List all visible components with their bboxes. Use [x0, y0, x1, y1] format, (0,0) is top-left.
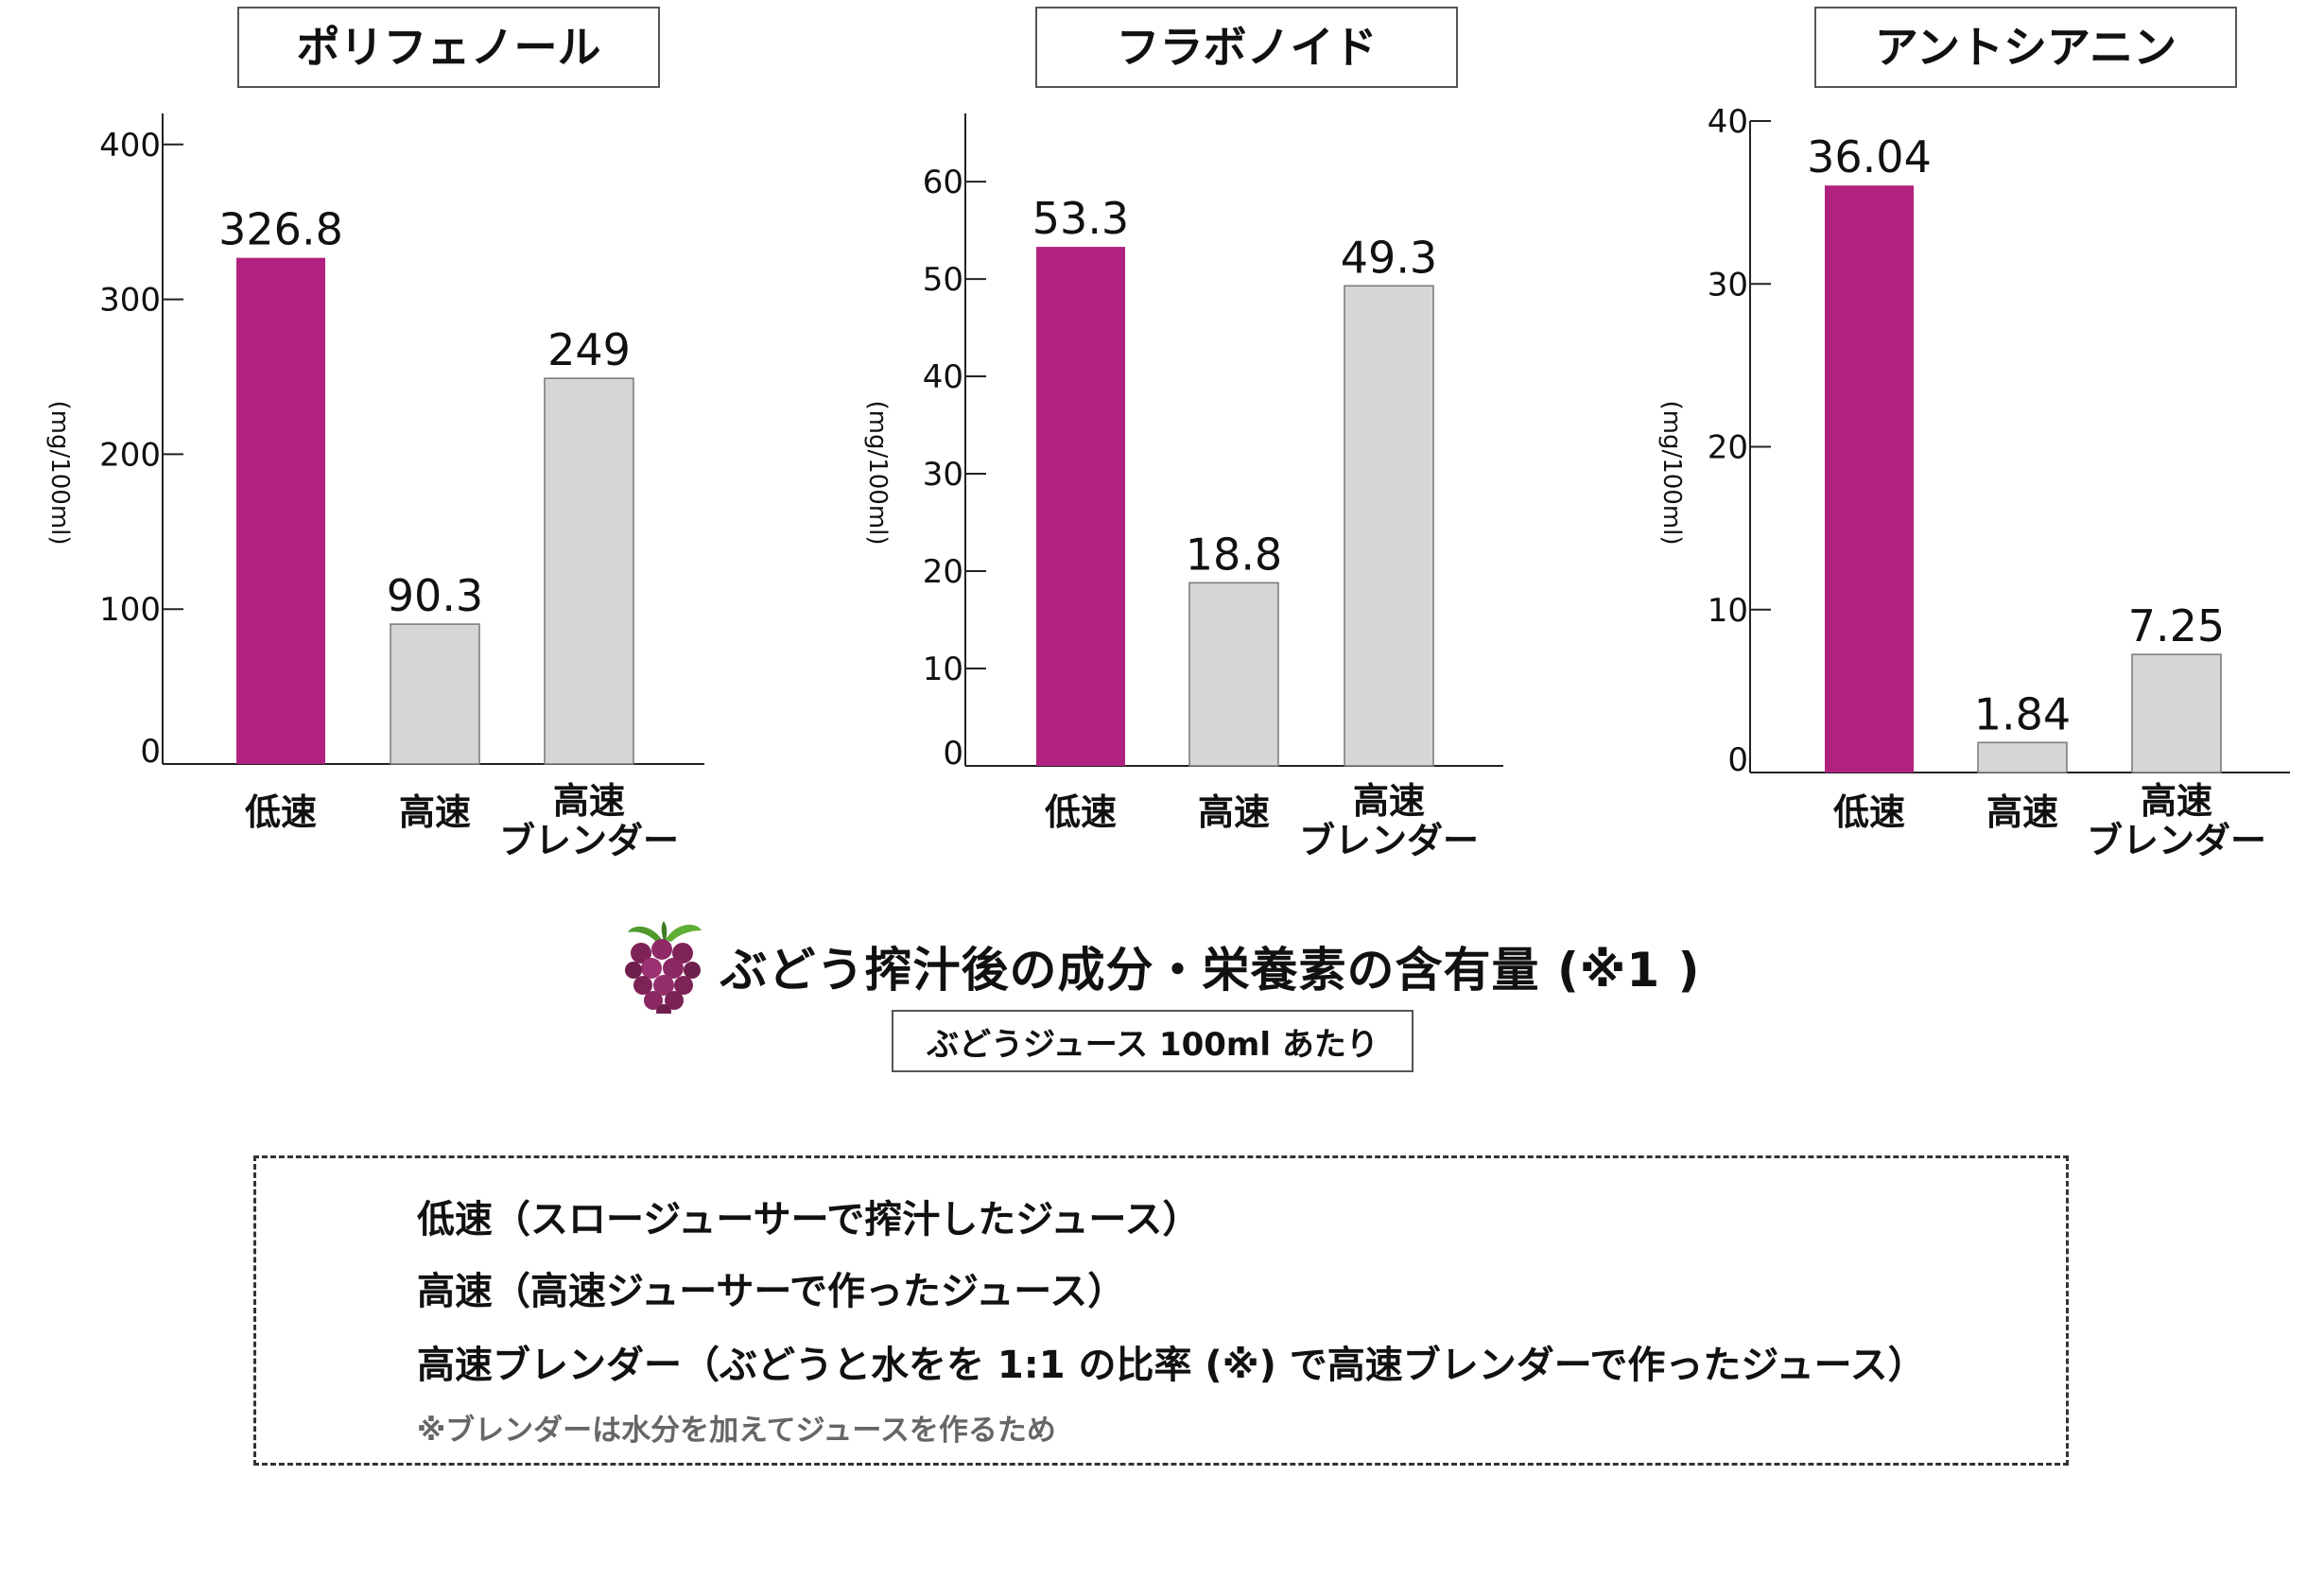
y-tick-label: 10	[1708, 592, 1748, 630]
y-tick-label: 300	[99, 282, 161, 320]
bar-value-label: 90.3	[387, 570, 483, 621]
y-axis-label: (mg/100ml)	[1657, 400, 1686, 545]
bar-0	[1036, 247, 1125, 766]
x-category-label: 高速	[1198, 791, 1270, 833]
caption-subtitle: ぶどうジュース 100ml あたり	[892, 1010, 1413, 1072]
legend-line-slow: 低速（スロージューサーで搾汁したジュース）	[417, 1198, 1201, 1241]
bar-2	[2131, 653, 2222, 773]
chart-title-box	[1035, 7, 1458, 88]
x-category-label: 高速	[1986, 791, 2058, 833]
bar-value-label: 36.04	[1807, 131, 1932, 182]
x-category-label: 低速	[1833, 791, 1905, 833]
x-category-label: 高速ブレンダー	[2087, 780, 2266, 861]
y-tick-label: 30	[1708, 266, 1748, 304]
x-category-label: 低速	[1045, 791, 1117, 833]
bar-value-label: 18.8	[1186, 529, 1282, 580]
legend-box: 低速（スロージューサーで搾汁したジュース） 高速（高速ジューサーで作ったジュース…	[253, 1155, 2069, 1466]
y-tick-label: 20	[923, 553, 963, 591]
y-tick-label: 10	[923, 651, 963, 688]
legend-line-fast: 高速（高速ジューサーで作ったジュース）	[417, 1270, 1126, 1313]
x-category-label: 高速ブレンダー	[1299, 780, 1479, 861]
bar-value-label: 53.3	[1032, 193, 1129, 244]
bar-value-label: 326.8	[218, 204, 343, 255]
bar-2	[1344, 285, 1434, 767]
legend-note: ※ブレンダーは水分を加えてジュースを作るため	[417, 1414, 1056, 1448]
chart-title: アントシアニン	[1875, 22, 2177, 73]
chart-title: ポリフェノール	[297, 22, 601, 73]
grape-icon	[624, 921, 702, 1014]
charts-canvas: ポリフェノール0100200300400(mg/100ml)326.8低速90.…	[45, 7, 2290, 861]
bar-value-label: 249	[547, 324, 631, 375]
x-category-label: 低速	[245, 791, 317, 833]
y-tick-label: 50	[923, 261, 963, 299]
chart-title-box	[237, 7, 660, 88]
bar-1	[390, 623, 480, 765]
bar-0	[236, 257, 325, 764]
bar-value-label: 1.84	[1974, 688, 2071, 739]
bar-value-label: 7.25	[2128, 600, 2225, 651]
bar-1	[1977, 741, 2068, 773]
y-axis-label: (mg/100ml)	[45, 400, 74, 545]
chart-title: フラボノイド	[1117, 22, 1378, 73]
y-tick-label: 0	[943, 735, 963, 773]
bar-0	[1825, 185, 1914, 773]
y-tick-label: 100	[99, 591, 161, 629]
bar-1	[1188, 582, 1279, 767]
chart-0: ポリフェノール 0 100 200 300 400 (mg/100ml) 326.8 低速 90.…	[45, 7, 704, 861]
y-tick-label: 40	[1708, 103, 1748, 141]
chart-2: アントシアニン 0 10 20 30 40 (mg/100ml) 36.04 低速 1.84 高速 7…	[1657, 7, 2290, 861]
y-tick-label: 30	[923, 456, 963, 494]
bar-2	[544, 377, 634, 765]
caption-title: ぶどう搾汁後の成分・栄養素の含有量 (※1 )	[720, 943, 1701, 998]
y-tick-label: 400	[99, 127, 161, 165]
chart-1: フラボノイド 0 10 20 30 40 50 60 (mg/100ml) 53.3 低速 18.8 高…	[863, 7, 1503, 861]
y-tick-label: 200	[99, 436, 161, 474]
y-axis-label: (mg/100ml)	[863, 400, 892, 545]
y-tick-label: 40	[923, 358, 963, 396]
legend-line-blender: 高速ブレンダー（ぶどうと水をを 1:1 の比率 (※) で高速ブレンダーで作った…	[417, 1344, 1926, 1387]
y-tick-label: 0	[1727, 741, 1748, 779]
x-category-label: 高速ブレンダー	[499, 780, 679, 861]
x-category-label: 高速	[399, 791, 471, 833]
y-tick-label: 0	[140, 733, 161, 771]
chart-title-box	[1814, 7, 2237, 88]
y-tick-label: 60	[923, 164, 963, 201]
caption: ぶどう搾汁後の成分・栄養素の含有量 (※1 )	[0, 919, 2324, 1014]
bar-value-label: 49.3	[1341, 232, 1437, 283]
y-tick-label: 20	[1708, 429, 1748, 467]
